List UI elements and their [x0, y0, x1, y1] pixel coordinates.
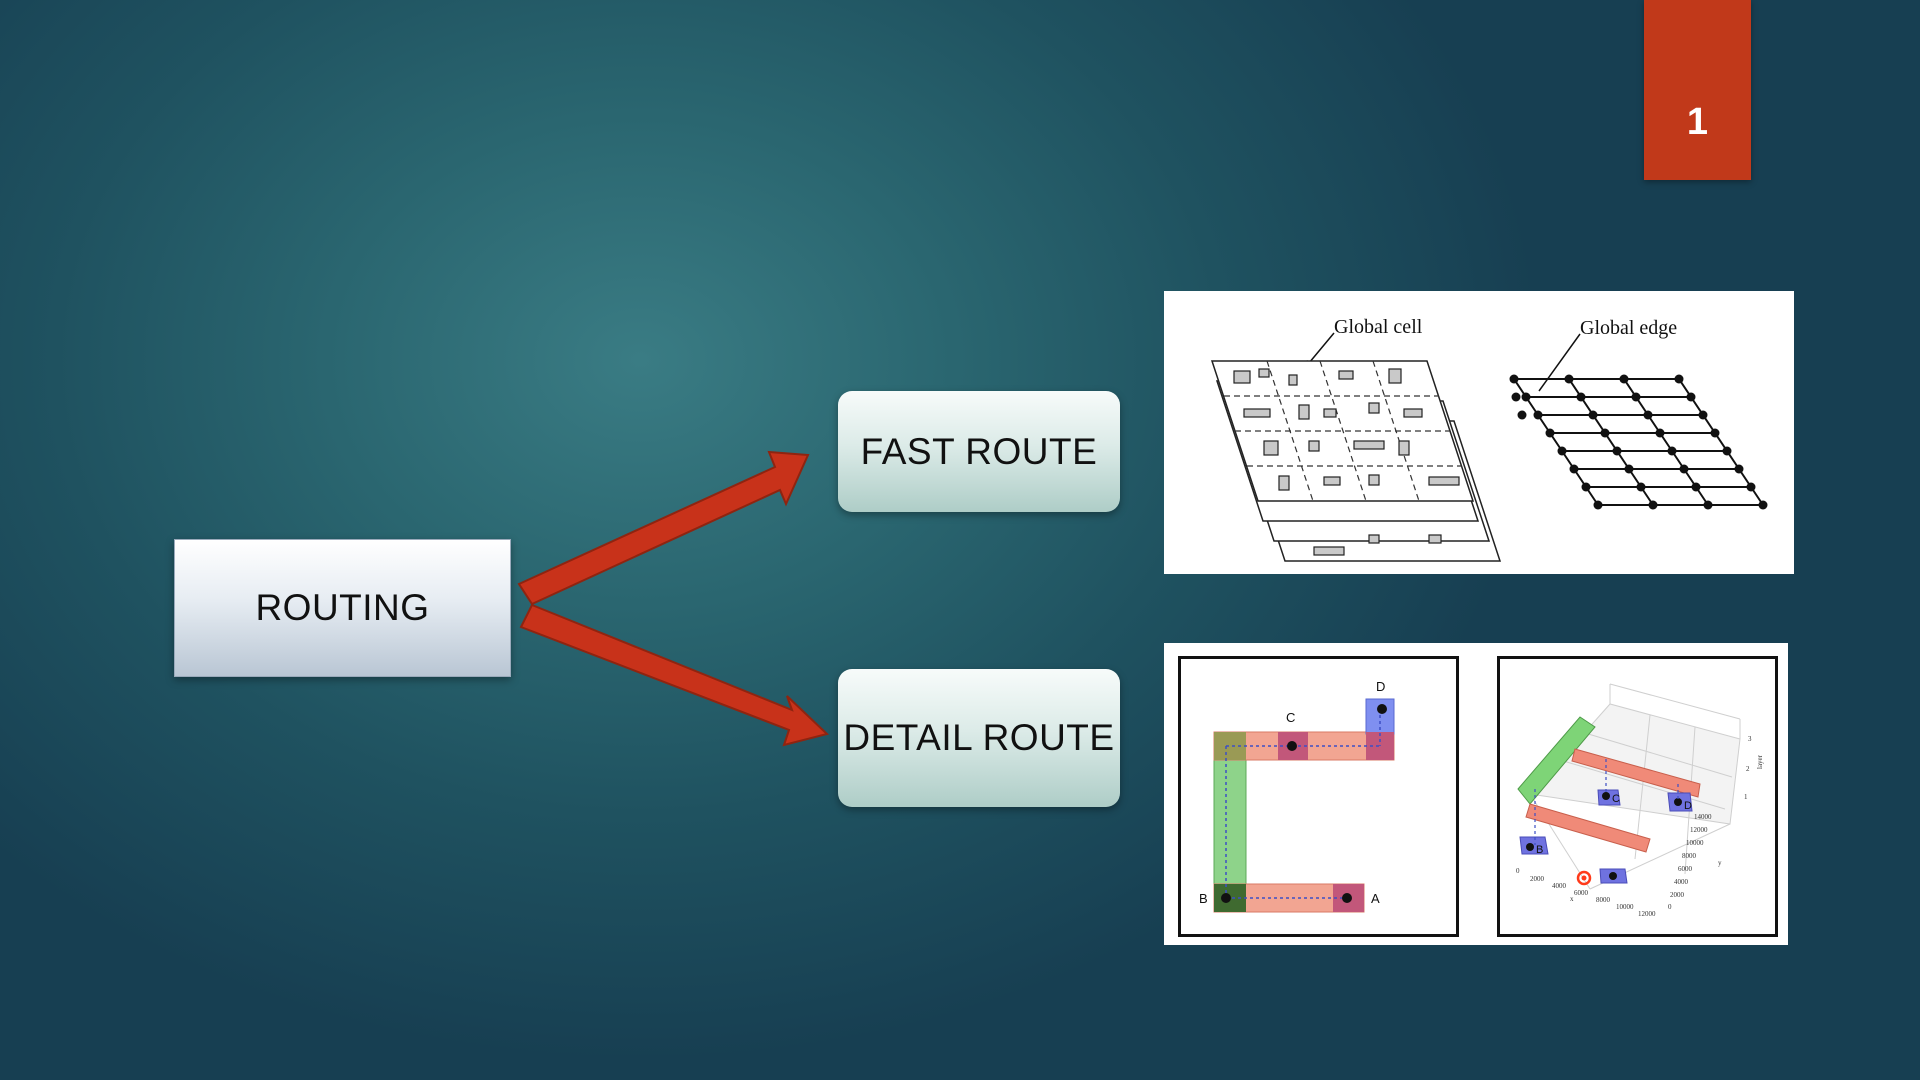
pin-d-label: D: [1376, 679, 1385, 694]
global-cell-label: Global cell: [1334, 316, 1423, 338]
layer-stack: [1212, 361, 1500, 561]
svg-text:4000: 4000: [1674, 878, 1689, 886]
svg-text:6000: 6000: [1678, 865, 1693, 873]
fast-route-box: FAST ROUTE: [838, 391, 1120, 512]
svg-text:12000: 12000: [1638, 910, 1656, 918]
detail-route-box: DETAIL ROUTE: [838, 669, 1120, 807]
3d-grid: [1530, 684, 1740, 889]
routing-label: ROUTING: [255, 587, 429, 629]
y-axis-ticks: 0 2000 4000 6000 8000 10000 12000 14000 …: [1668, 813, 1722, 911]
svg-text:layer: layer: [1756, 754, 1764, 769]
global-routing-figure: Global cell Global edge: [1164, 291, 1794, 574]
detail-route-2d-illustration: D C B A: [1181, 659, 1456, 934]
svg-text:14000: 14000: [1694, 813, 1712, 821]
3d-pin-b-label: B: [1536, 844, 1543, 856]
pin-b: [1221, 893, 1231, 903]
3d-pin-c-label: C: [1612, 793, 1620, 805]
detail-route-label: DETAIL ROUTE: [843, 717, 1114, 759]
pin-b-label: B: [1199, 891, 1208, 906]
pin-c-label: C: [1286, 710, 1295, 725]
svg-text:10000: 10000: [1686, 839, 1704, 847]
svg-text:2000: 2000: [1670, 891, 1685, 899]
svg-text:12000: 12000: [1690, 826, 1708, 834]
svg-text:2000: 2000: [1530, 875, 1545, 883]
detail-route-2d-plot: D C B A: [1178, 656, 1459, 937]
global-edge-nodes: [1510, 375, 1768, 510]
svg-text:0: 0: [1516, 867, 1520, 875]
detail-route-3d-illustration: B C D 0 2000 4000 6000 8000 10000 12000 …: [1500, 659, 1775, 934]
svg-text:1: 1: [1744, 793, 1748, 801]
svg-text:3: 3: [1748, 735, 1752, 743]
fast-route-label: FAST ROUTE: [861, 431, 1098, 473]
svg-text:6000: 6000: [1574, 889, 1589, 897]
z-axis-ticks: 1 2 3 layer: [1744, 735, 1764, 801]
detail-route-3d-plot: B C D 0 2000 4000 6000 8000 10000 12000 …: [1497, 656, 1778, 937]
svg-text:4000: 4000: [1552, 882, 1567, 890]
detail-routing-figure: D C B A: [1164, 643, 1788, 945]
svg-text:y: y: [1718, 859, 1722, 867]
svg-text:8000: 8000: [1596, 896, 1611, 904]
pin-c: [1287, 741, 1297, 751]
arrow-to-detail-route: [521, 605, 827, 745]
arrow-to-fast-route: [519, 452, 808, 604]
svg-text:2: 2: [1746, 765, 1750, 773]
3d-pin-d-label: D: [1684, 800, 1692, 812]
routing-box: ROUTING: [174, 539, 511, 677]
svg-text:8000: 8000: [1682, 852, 1697, 860]
pin-d: [1377, 704, 1387, 714]
svg-text:0: 0: [1668, 903, 1672, 911]
pin-a-label: A: [1371, 891, 1380, 906]
3d-pin-b-area: [1520, 837, 1548, 854]
global-edge-label: Global edge: [1580, 317, 1677, 339]
x-axis-ticks: 0 2000 4000 6000 8000 10000 12000 x: [1516, 867, 1656, 918]
pin-a: [1342, 893, 1352, 903]
global-edge-pointer: [1539, 334, 1580, 391]
svg-text:x: x: [1570, 895, 1574, 903]
global-routing-illustration: Global cell Global edge: [1164, 291, 1794, 574]
svg-text:10000: 10000: [1616, 903, 1634, 911]
via-top-left: [1214, 732, 1246, 760]
